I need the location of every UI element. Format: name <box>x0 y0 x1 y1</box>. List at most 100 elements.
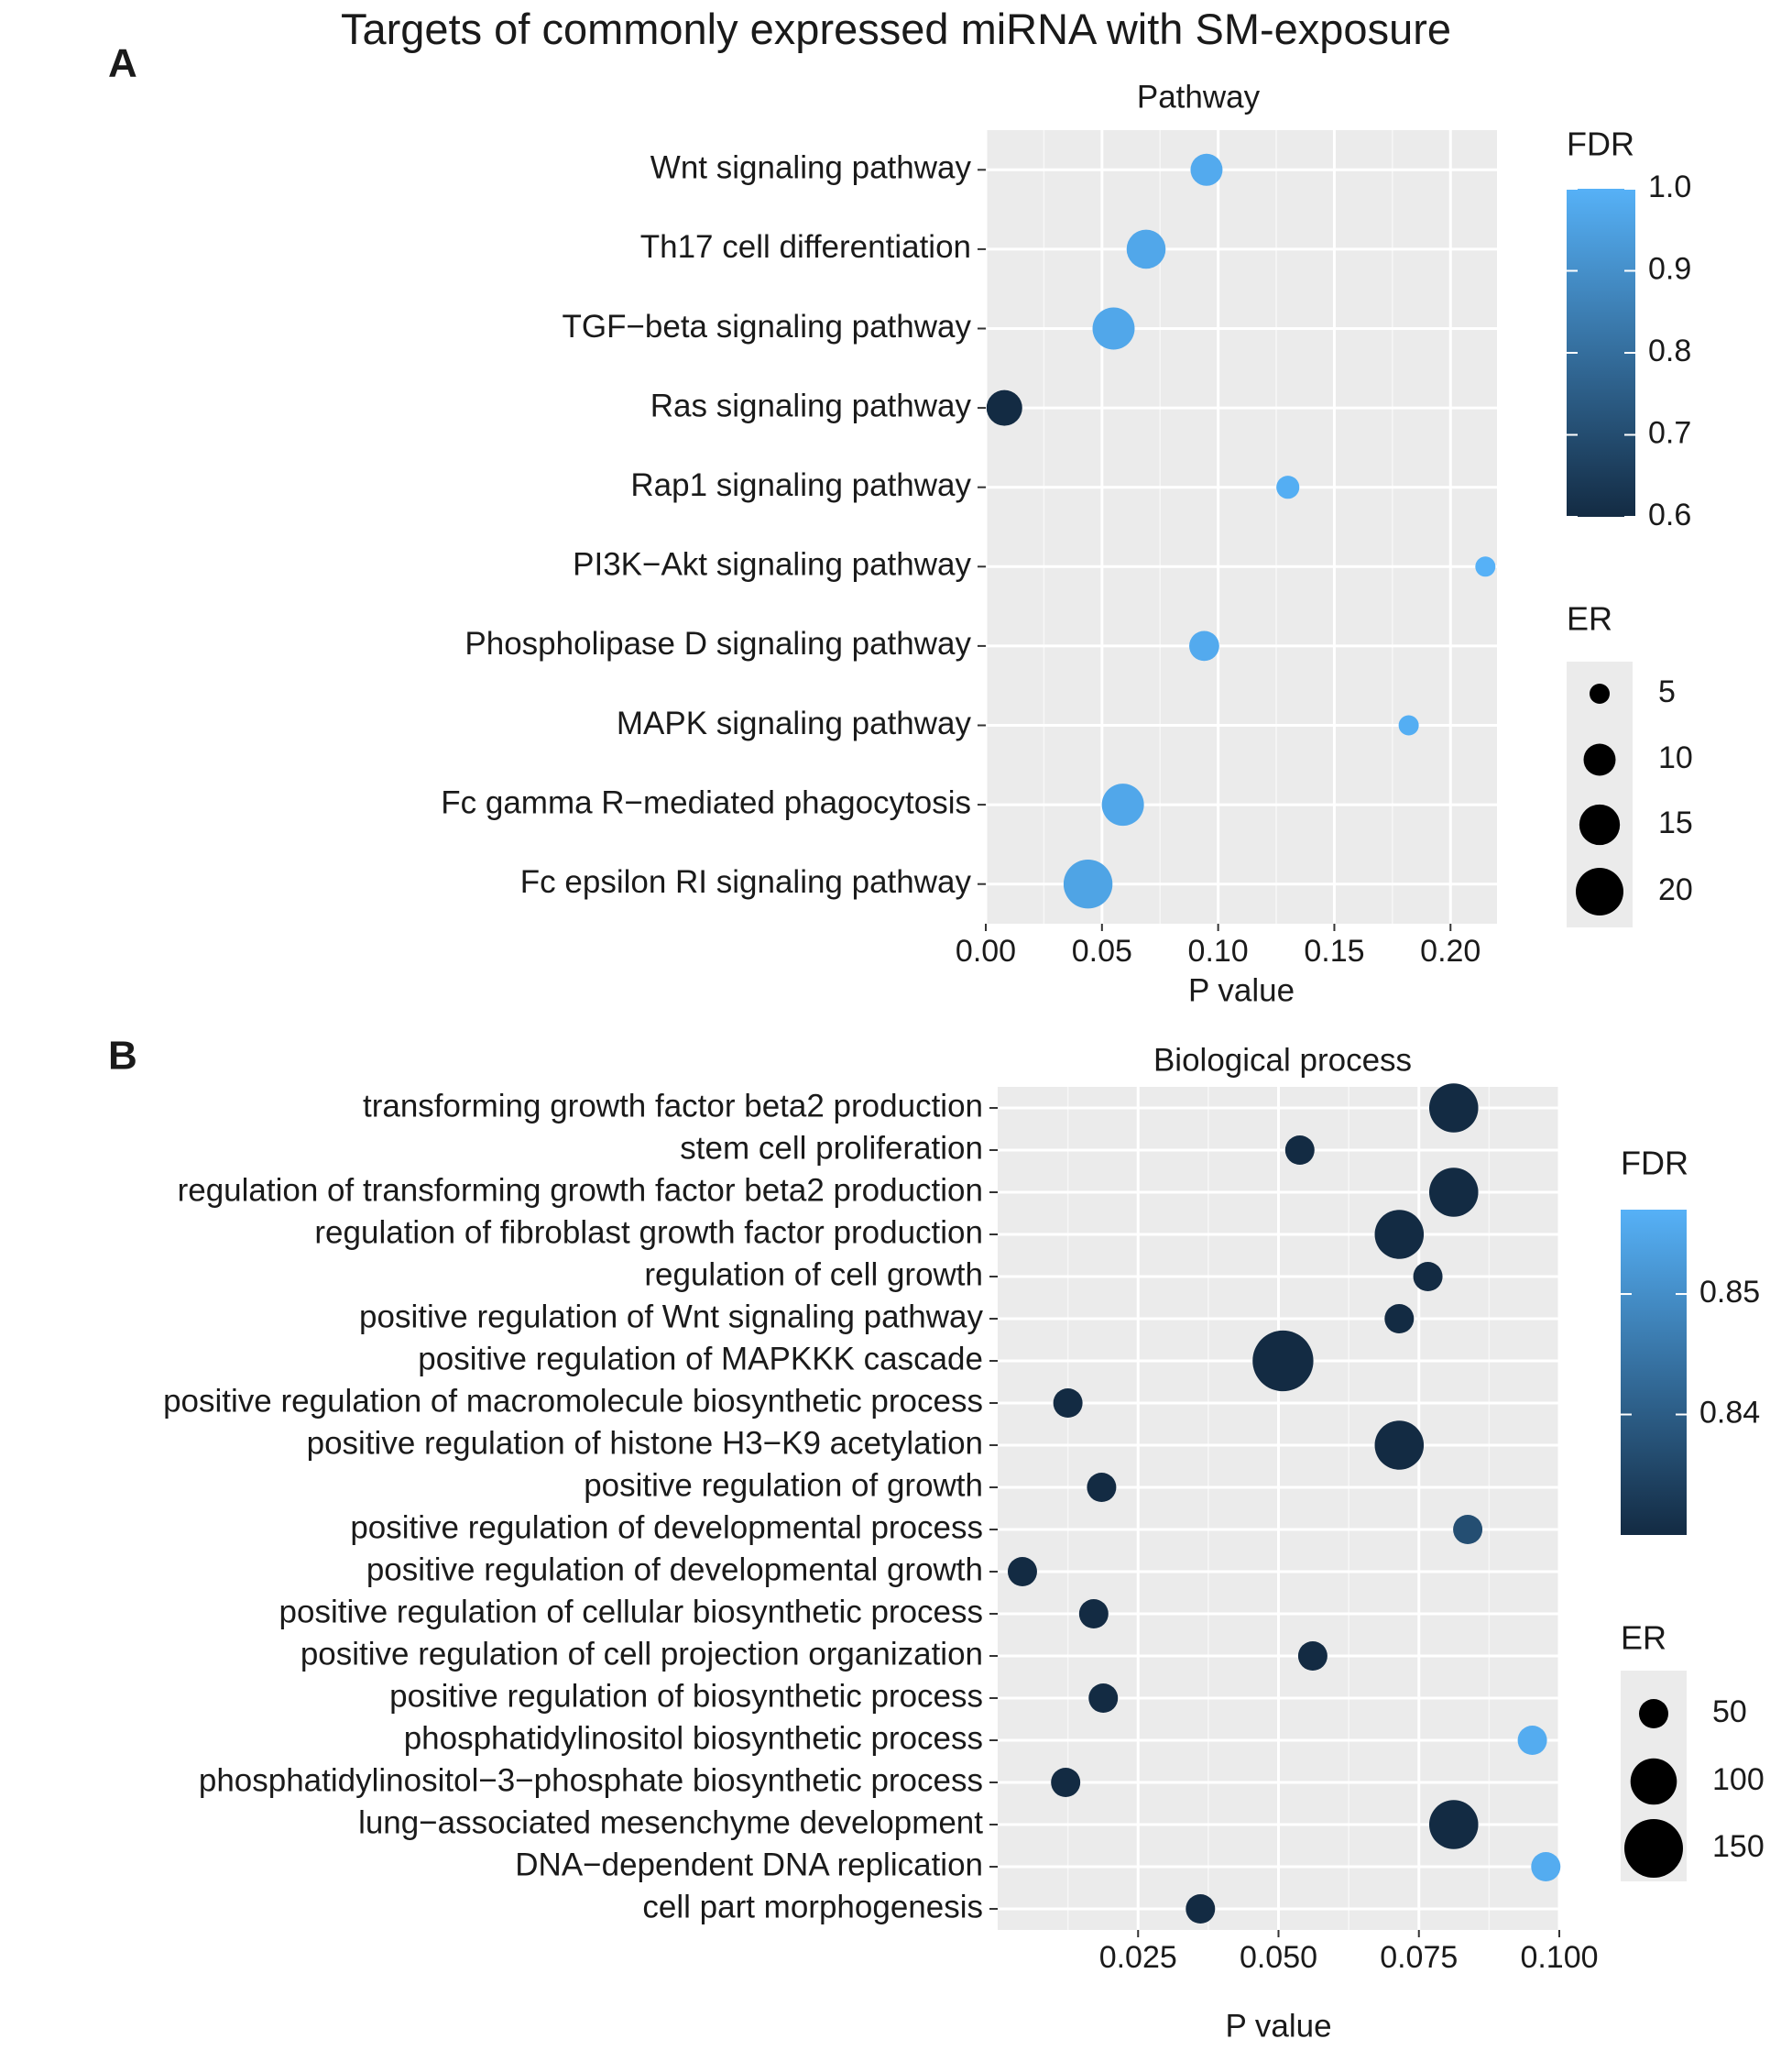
data-point <box>1413 1262 1443 1291</box>
size-legend-key <box>1576 868 1623 915</box>
size-legend-title: ER <box>1621 1619 1666 1657</box>
x-axis-title: P value <box>1188 972 1295 1008</box>
data-point <box>1475 556 1496 577</box>
data-point <box>1053 1388 1083 1418</box>
size-legend-label: 5 <box>1658 674 1676 709</box>
y-tick-label: cell part morphogenesis <box>642 1889 983 1924</box>
y-tick-label: Rap1 signaling pathway <box>630 467 971 503</box>
data-point <box>1007 1557 1037 1586</box>
y-tick-label: Fc epsilon RI signaling pathway <box>520 864 972 900</box>
size-legend-label: 20 <box>1658 872 1693 907</box>
data-point <box>1428 1083 1479 1133</box>
y-tick-label: positive regulation of developmental pro… <box>350 1509 983 1545</box>
data-point <box>1051 1768 1081 1797</box>
x-tick-label: 0.025 <box>1099 1940 1177 1975</box>
y-tick-label: positive regulation of macromolecule bio… <box>163 1383 983 1419</box>
color-legend-title: FDR <box>1567 126 1634 163</box>
color-legend-bar <box>1567 189 1635 517</box>
data-point <box>1078 1599 1109 1628</box>
size-legend-label: 100 <box>1712 1762 1765 1797</box>
panel-b: B Biological process 0.025 0.050 0.075 0.100 t… <box>108 1034 1765 2045</box>
y-tick-label: regulation of cell growth <box>644 1256 983 1292</box>
y-tick-label: TGF−beta signaling pathway <box>562 309 971 345</box>
color-legend-title: FDR <box>1621 1145 1688 1182</box>
y-tick-label: MAPK signaling pathway <box>617 706 972 741</box>
size-legend-key <box>1639 1699 1668 1728</box>
size-legend-key <box>1624 1819 1683 1878</box>
figure-title: Targets of commonly expressed miRNA with… <box>341 5 1451 53</box>
data-point <box>1453 1515 1483 1544</box>
y-tick-label: Ras signaling pathway <box>650 388 972 423</box>
data-point <box>986 389 1022 426</box>
y-tick-label: phosphatidylinositol biosynthetic proces… <box>404 1720 983 1756</box>
y-tick-label: DNA−dependent DNA replication <box>515 1847 983 1882</box>
color-legend-label: 0.84 <box>1699 1396 1760 1431</box>
data-point <box>1063 859 1113 909</box>
color-legend-bar <box>1621 1210 1687 1535</box>
data-point <box>1186 1894 1216 1924</box>
data-point <box>1190 153 1223 186</box>
size-legend-key <box>1630 1758 1677 1805</box>
x-tick-label: 0.100 <box>1520 1940 1598 1975</box>
color-legend-label: 0.7 <box>1648 415 1691 450</box>
y-tick-label: Th17 cell differentiation <box>640 229 971 265</box>
color-legend-label: 0.6 <box>1648 498 1691 532</box>
size-legend-key <box>1579 804 1621 846</box>
size-legend-key <box>1583 743 1616 776</box>
data-point <box>1517 1726 1547 1755</box>
x-tick-label: 0.00 <box>956 934 1016 969</box>
data-point <box>1284 1135 1315 1165</box>
x-tick-label: 0.15 <box>1304 934 1364 969</box>
x-tick-label: 0.20 <box>1420 934 1481 969</box>
data-point <box>1126 229 1166 269</box>
data-point <box>1087 1473 1117 1502</box>
color-legend-label: 0.85 <box>1699 1275 1760 1310</box>
x-tick-label: 0.10 <box>1188 934 1249 969</box>
x-tick-label: 0.05 <box>1072 934 1132 969</box>
data-point <box>1374 1420 1425 1470</box>
size-legend-label: 50 <box>1712 1694 1747 1729</box>
data-point <box>1088 1683 1119 1713</box>
y-tick-label: positive regulation of MAPKKK cascade <box>418 1341 983 1376</box>
y-tick-label: phosphatidylinositol−3−phosphate biosynt… <box>199 1762 983 1798</box>
plot-background <box>986 130 1497 924</box>
y-tick-label: Fc gamma R−mediated phagocytosis <box>441 784 971 820</box>
data-point <box>1428 1800 1479 1849</box>
data-point <box>1276 476 1300 499</box>
data-point <box>1384 1304 1415 1333</box>
y-tick-label: lung−associated mesenchyme development <box>358 1804 983 1840</box>
size-legend-label: 15 <box>1658 806 1693 840</box>
y-tick-label: positive regulation of developmental gro… <box>366 1551 983 1587</box>
data-point <box>1189 630 1219 662</box>
data-point <box>1101 784 1144 827</box>
y-tick-label: transforming growth factor beta2 product… <box>363 1088 983 1124</box>
y-tick-label: stem cell proliferation <box>680 1130 983 1166</box>
data-point <box>1092 307 1135 350</box>
y-tick-label: positive regulation of Wnt signaling pat… <box>359 1299 983 1334</box>
y-tick-label: PI3K−Akt signaling pathway <box>573 547 971 583</box>
y-tick-label: positive regulation of histone H3−K9 ace… <box>307 1425 983 1461</box>
y-tick-label: positive regulation of cellular biosynth… <box>279 1594 983 1629</box>
data-point <box>1297 1641 1328 1671</box>
y-tick-label: regulation of transforming growth factor… <box>178 1172 983 1208</box>
size-legend-key <box>1590 684 1610 704</box>
y-tick-label: Wnt signaling pathway <box>650 150 972 186</box>
panel-label: B <box>108 1034 137 1079</box>
x-axis-title: P value <box>1225 2008 1331 2044</box>
data-point <box>1428 1168 1479 1217</box>
size-legend-label: 10 <box>1658 740 1693 775</box>
color-legend-label: 1.0 <box>1648 170 1691 204</box>
color-legend-label: 0.9 <box>1648 251 1691 286</box>
y-tick-label: positive regulation of growth <box>584 1467 983 1503</box>
data-point <box>1398 715 1419 736</box>
y-tick-label: positive regulation of cell projection o… <box>300 1636 983 1672</box>
y-tick-label: Phospholipase D signaling pathway <box>464 626 971 662</box>
data-point <box>1252 1330 1314 1392</box>
size-legend-label: 150 <box>1712 1829 1765 1864</box>
data-point <box>1374 1210 1425 1259</box>
panel-title: Pathway <box>1137 79 1261 115</box>
y-tick-label: positive regulation of biosynthetic proc… <box>389 1678 983 1714</box>
y-tick-label: regulation of fibroblast growth factor p… <box>314 1214 983 1250</box>
panel-a: A Pathway 0.00 0.05 0.10 0.15 0.20 Wnt signalin… <box>108 41 1693 1009</box>
